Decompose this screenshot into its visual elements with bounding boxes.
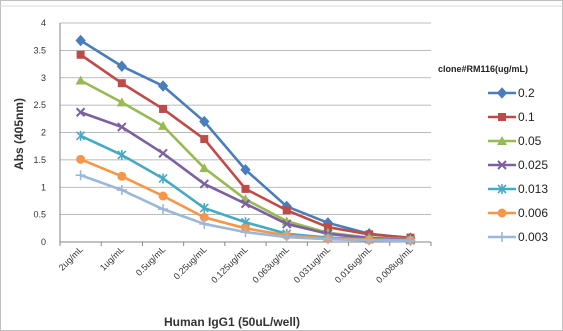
marker-stroke: [199, 179, 209, 189]
legend-item: 0.006: [488, 206, 548, 220]
data-point: [322, 234, 333, 245]
y-tick-label: 2: [41, 128, 46, 138]
legend-item: 0.003: [488, 230, 548, 244]
marker-stroke: [158, 148, 168, 159]
data-point: [158, 173, 168, 184]
legend-label: 0.013: [518, 182, 548, 196]
data-point: [497, 184, 507, 194]
data-point: [240, 227, 251, 238]
data-point: [75, 170, 86, 181]
marker-stroke: [75, 107, 86, 117]
data-point: [199, 115, 210, 128]
data-point: [75, 75, 86, 85]
legend-label: 0.003: [518, 230, 548, 244]
data-point: [240, 163, 251, 176]
y-tick-label: 3: [41, 73, 46, 83]
legend-item: 0.1: [488, 110, 535, 124]
data-point: [75, 107, 86, 117]
data-point: [199, 212, 209, 222]
legend-label: 0.025: [518, 158, 548, 172]
legend-item: 0.2: [488, 86, 535, 100]
data-point: [117, 79, 126, 88]
series-0.003: [75, 170, 416, 246]
y-tick-label: 1.5: [33, 155, 46, 165]
data-point: [117, 122, 127, 132]
data-point: [200, 135, 209, 144]
y-tick-label: 0: [41, 237, 46, 247]
data-point: [158, 191, 168, 201]
data-point: [282, 219, 292, 229]
data-point: [323, 223, 332, 232]
data-point: [364, 235, 375, 246]
data-point: [199, 218, 210, 229]
data-point: [76, 154, 86, 164]
data-point: [496, 87, 508, 99]
data-point: [497, 232, 507, 242]
data-point: [158, 148, 168, 159]
data-point: [159, 104, 168, 113]
data-point: [405, 235, 416, 246]
data-point: [199, 203, 209, 214]
data-point: [157, 80, 169, 92]
marker-stroke: [240, 198, 251, 209]
x-axis-title: Human IgG1 (50uL/well): [164, 315, 300, 329]
y-tick-label: 1: [41, 182, 46, 192]
data-point: [497, 160, 507, 170]
data-point: [158, 204, 169, 215]
legend: 0.2 0.1 0.05 0.025 0.013 0.006 0.003: [488, 86, 548, 244]
legend-label: 0.05: [518, 134, 542, 148]
data-point: [158, 120, 169, 130]
data-point: [199, 179, 209, 189]
data-point: [75, 34, 86, 47]
y-tick-label: 3.5: [33, 45, 46, 55]
data-point: [116, 60, 128, 72]
legend-item: 0.025: [488, 158, 548, 172]
gridlines: [60, 22, 431, 216]
legend-label: 0.006: [518, 206, 548, 220]
legend-item: 0.013: [488, 182, 548, 196]
data-point: [76, 50, 85, 59]
data-point: [497, 208, 507, 218]
data-point: [116, 184, 127, 195]
y-tick-label: 0.5: [33, 210, 46, 220]
data-point: [199, 163, 210, 173]
data-point: [116, 97, 127, 107]
data-point: [241, 184, 250, 193]
data-point: [117, 149, 127, 160]
data-point: [240, 198, 251, 209]
data-point: [282, 206, 291, 215]
data-point: [76, 130, 86, 141]
legend-label: 0.2: [518, 86, 535, 100]
series-lines: [75, 34, 416, 246]
data-point: [281, 232, 292, 243]
y-axis-title: Abs (405nm): [12, 98, 26, 170]
data-point: [498, 113, 506, 121]
y-tick-label: 4: [41, 18, 46, 28]
y-tick-label: 2.5: [33, 100, 46, 110]
legend-item: 0.05: [488, 134, 542, 148]
legend-title: clone#RM116(ug/mL): [438, 64, 528, 74]
data-point: [497, 136, 507, 145]
marker-stroke: [117, 122, 127, 132]
marker-stroke: [497, 160, 507, 170]
legend-label: 0.1: [518, 110, 535, 124]
data-point: [117, 171, 127, 181]
marker-stroke: [282, 219, 292, 229]
